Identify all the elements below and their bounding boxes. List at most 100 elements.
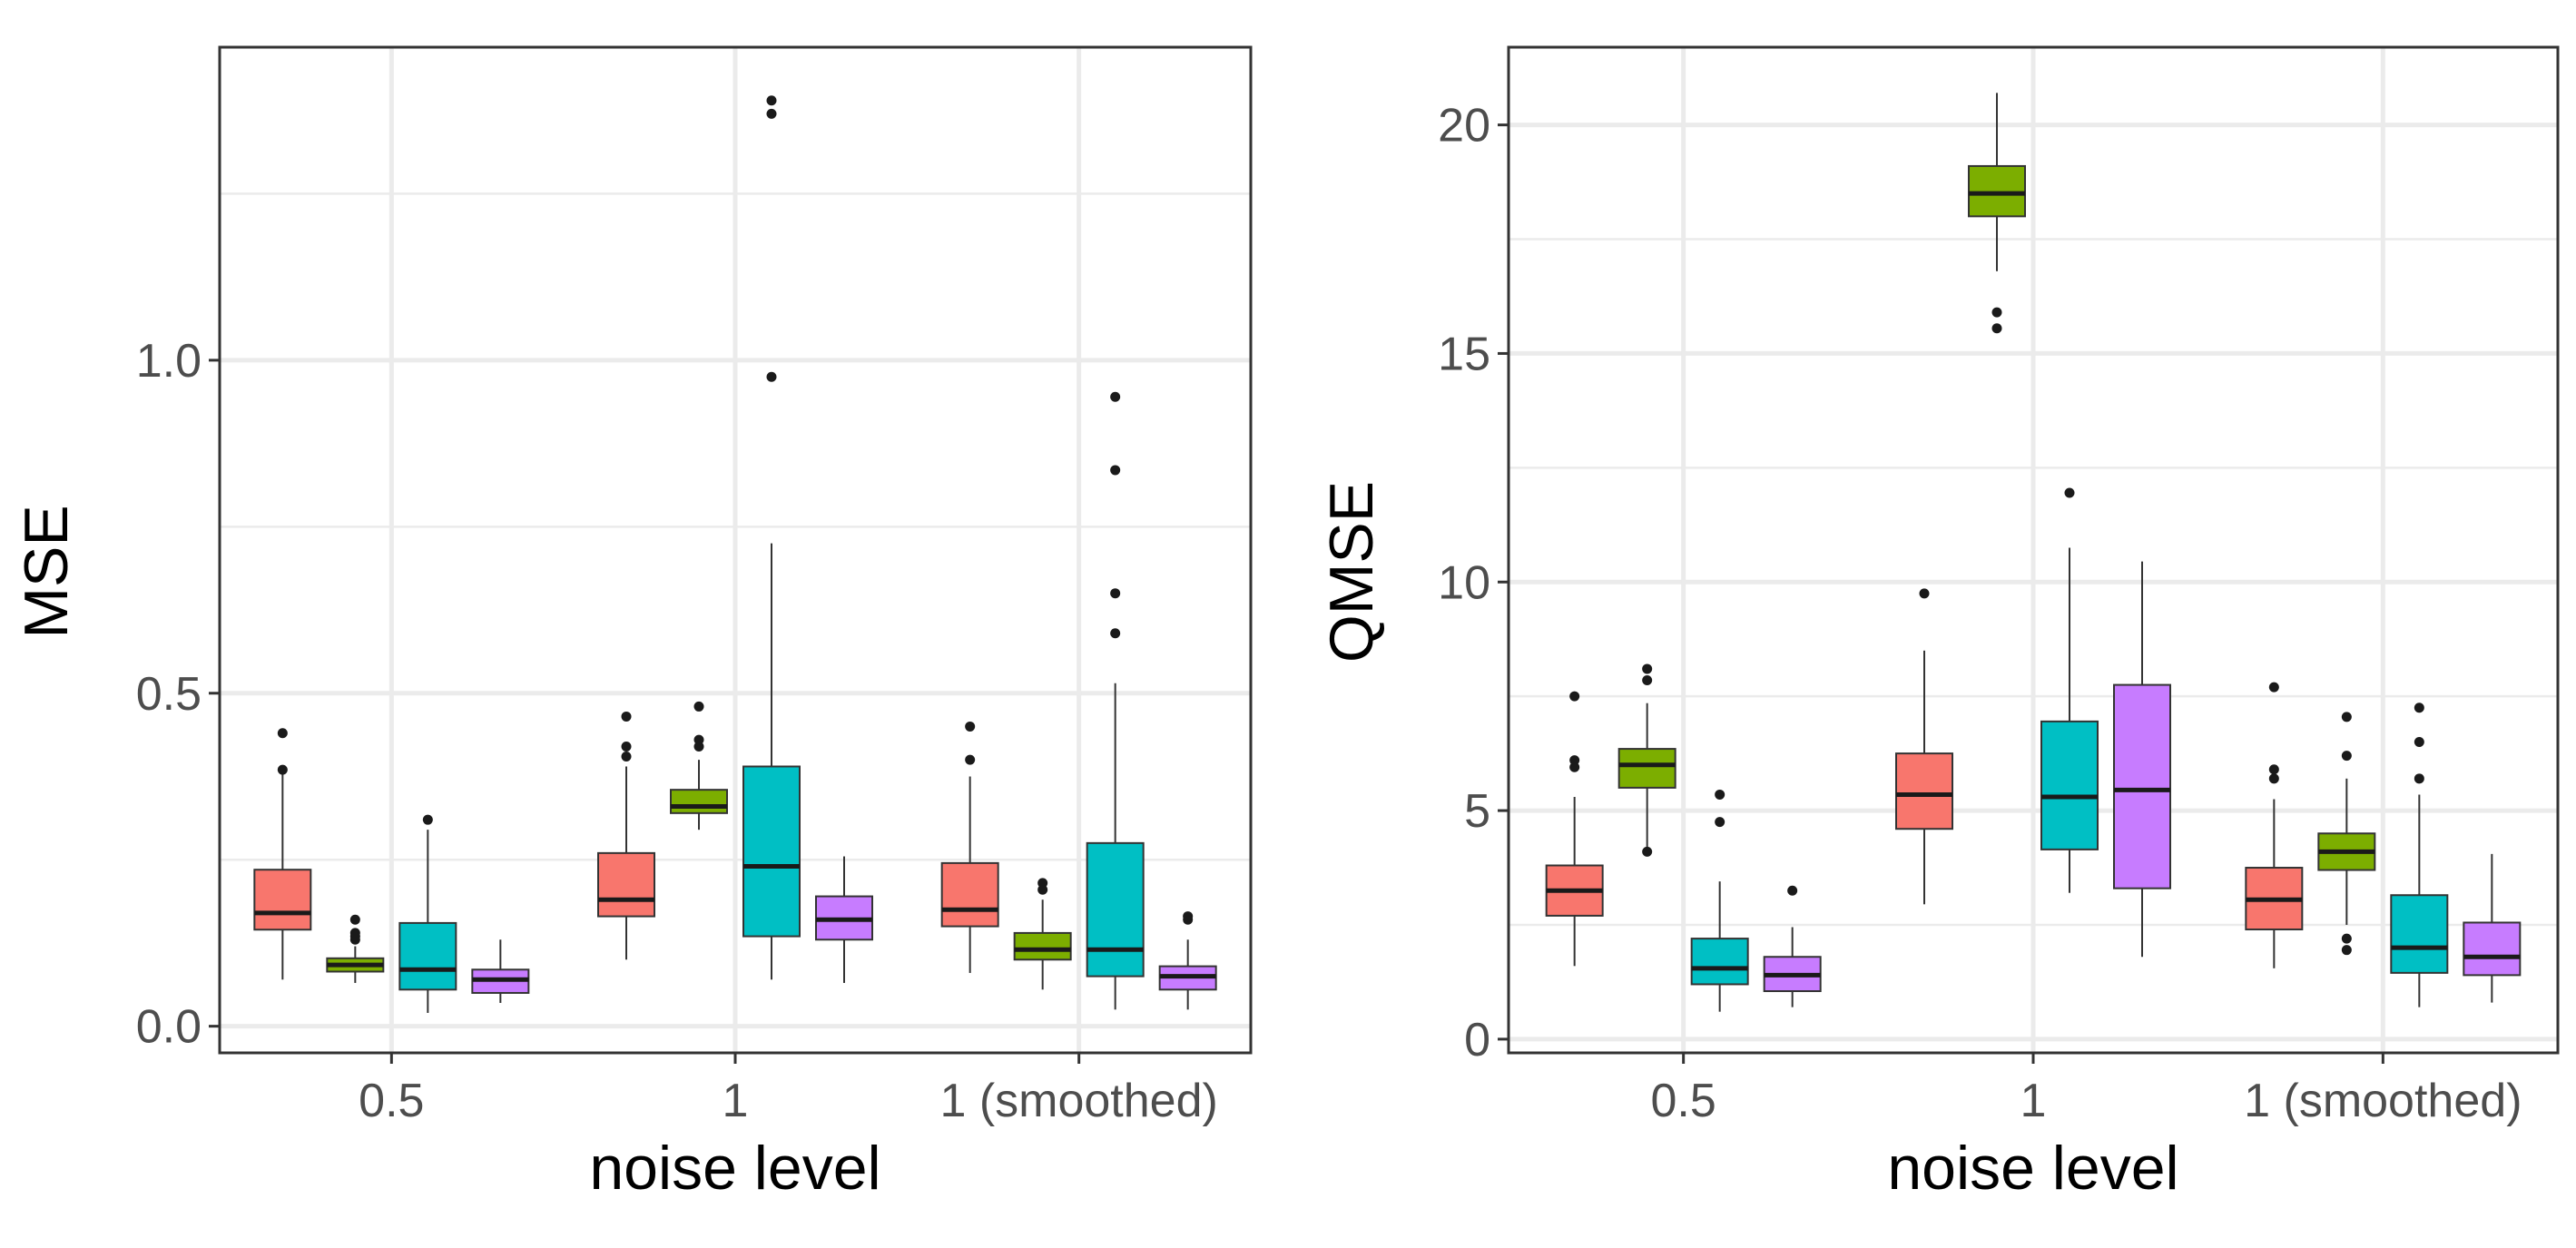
x-axis-title: noise level — [1887, 1134, 2178, 1203]
qmse-chart-panel: 0 5 10 15 20 0.5 1 1 (smoothed) noise level QMSE — [1317, 45, 2560, 1203]
outlier-point — [1715, 817, 1726, 828]
box-3-2 — [742, 95, 801, 980]
outlier-point — [349, 928, 360, 938]
outlier-point — [1991, 323, 2002, 334]
box-body — [2040, 720, 2099, 850]
outlier-point — [766, 371, 777, 382]
outlier-point — [1787, 885, 1798, 896]
box-body — [1690, 938, 1749, 986]
outlier-point — [965, 721, 976, 732]
outlier-point — [621, 751, 632, 762]
box-1-3 — [940, 721, 999, 973]
box-3-3 — [1086, 391, 1145, 1010]
box-2-2 — [670, 701, 728, 830]
box-1-1 — [253, 728, 312, 980]
x-tick-label: 1 (smoothed) — [939, 1075, 1217, 1127]
y-tick-label: 0.0 — [136, 1001, 202, 1054]
box-body — [670, 789, 728, 814]
box-body — [1895, 752, 1953, 830]
y-tick-label: 20 — [1438, 100, 1490, 152]
y-axis-title: QMSE — [1317, 481, 1386, 663]
outlier-point — [1642, 675, 1653, 686]
box-body — [1968, 164, 2026, 218]
y-tick-label: 0 — [1464, 1014, 1490, 1066]
outlier-point — [1110, 588, 1121, 599]
box-body — [742, 765, 801, 938]
box-4-3 — [1158, 911, 1217, 1010]
outlier-point — [766, 95, 777, 106]
box-4-1 — [1763, 885, 1822, 1007]
outlier-point — [2268, 682, 2279, 693]
outlier-point — [1569, 762, 1580, 772]
outlier-point — [1110, 628, 1121, 639]
outlier-point — [2414, 703, 2424, 713]
outlier-point — [965, 754, 976, 765]
box-body — [1617, 748, 1676, 789]
box-body — [1086, 841, 1145, 978]
outlier-point — [2268, 773, 2279, 784]
x-tick-label: 1 — [2020, 1075, 2047, 1127]
y-tick-label: 15 — [1438, 328, 1490, 380]
box-2-1 — [1617, 663, 1676, 857]
outlier-point — [2341, 751, 2352, 762]
outlier-point — [2341, 712, 2352, 722]
outlier-point — [422, 814, 433, 825]
outlier-point — [1569, 691, 1580, 702]
box-2-2 — [1968, 93, 2026, 334]
outlier-point — [2414, 737, 2424, 748]
outlier-point — [1569, 755, 1580, 766]
box-1-2 — [597, 711, 655, 960]
outlier-point — [693, 701, 704, 712]
outlier-point — [1110, 391, 1121, 402]
outlier-point — [1991, 307, 2002, 318]
box-3-3 — [2390, 703, 2449, 1007]
y-axis-title: MSE — [12, 505, 81, 638]
outlier-point — [621, 711, 632, 722]
box-body — [2463, 921, 2522, 977]
box-2-1 — [326, 914, 385, 983]
outlier-point — [277, 764, 288, 775]
outlier-point — [1642, 846, 1653, 857]
outlier-point — [2341, 933, 2352, 944]
box-body — [940, 861, 999, 928]
box-1-3 — [2245, 682, 2304, 968]
outlier-point — [2414, 773, 2424, 784]
box-3-2 — [2040, 487, 2099, 893]
x-tick-label: 1 — [723, 1075, 749, 1127]
outlier-point — [766, 108, 777, 119]
box-2-3 — [2317, 712, 2376, 956]
x-tick-label: 0.5 — [1651, 1075, 1716, 1127]
box-1-1 — [1545, 691, 1604, 967]
y-tick-label: 5 — [1464, 785, 1490, 838]
box-4-2 — [815, 856, 873, 983]
box-2-3 — [1013, 878, 1072, 990]
outlier-point — [1642, 663, 1653, 674]
outlier-point — [2268, 764, 2279, 775]
x-axis-title: noise level — [589, 1134, 880, 1203]
x-tick-label: 0.5 — [359, 1075, 424, 1127]
y-tick-label: 10 — [1438, 556, 1490, 609]
mse-chart-panel: 0.0 0.5 1.0 0.5 1 1 (smoothed) noise level MSE — [12, 45, 1253, 1203]
x-tick-label: 1 (smoothed) — [2244, 1075, 2522, 1127]
outlier-point — [277, 728, 288, 739]
outlier-point — [1183, 911, 1194, 922]
box-body — [398, 921, 457, 991]
box-3-1 — [398, 814, 457, 1013]
outlier-point — [1037, 878, 1048, 889]
outlier-point — [621, 741, 632, 752]
outlier-point — [349, 914, 360, 925]
box-body — [597, 851, 655, 918]
outlier-point — [1919, 588, 1930, 599]
outlier-point — [693, 734, 704, 745]
outlier-point — [2064, 487, 2075, 498]
box-body — [253, 869, 312, 931]
box-4-2 — [2113, 561, 2171, 958]
y-tick-label: 0.5 — [136, 668, 202, 721]
box-4-3 — [2463, 853, 2522, 1003]
box-4-1 — [471, 939, 530, 1003]
box-body — [2390, 894, 2449, 974]
box-body — [1013, 931, 1072, 961]
y-tick-label: 1.0 — [136, 335, 202, 388]
box-3-1 — [1690, 789, 1749, 1012]
